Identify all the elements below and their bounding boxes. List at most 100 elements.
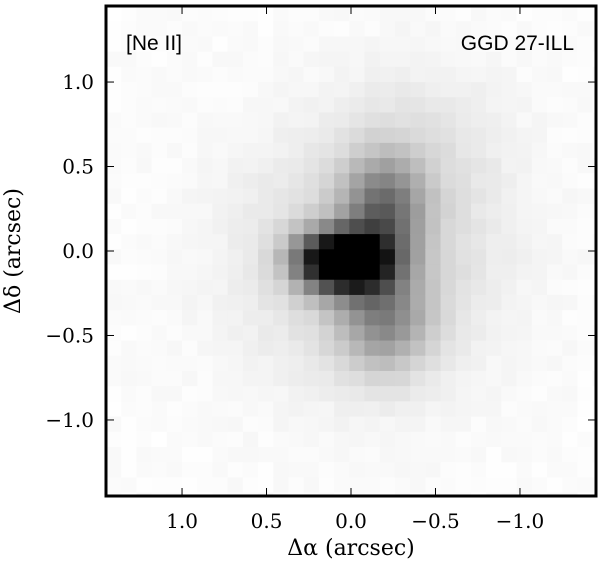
heatmap-cell (151, 66, 168, 83)
heatmap-cell (258, 66, 274, 83)
heatmap-cell (303, 310, 320, 326)
heatmap-cell (121, 340, 138, 357)
heatmap-cell (121, 310, 138, 326)
heatmap-cell (334, 142, 350, 159)
heatmap-cell (121, 97, 138, 114)
heatmap-cell (288, 355, 305, 372)
heatmap-cell (531, 386, 548, 402)
heatmap-cell (440, 188, 457, 205)
heatmap-cell (486, 416, 502, 433)
heatmap-cell (121, 6, 138, 22)
heatmap-cell (273, 447, 290, 463)
heatmap-cell (242, 127, 259, 144)
heatmap-cell (455, 36, 472, 53)
heatmap-cell (242, 142, 259, 159)
heatmap-cell (364, 492, 381, 496)
heatmap-cell (531, 82, 548, 98)
heatmap-cell (364, 142, 381, 159)
heatmap-cell (334, 355, 350, 372)
heatmap-cell (364, 386, 381, 402)
heatmap-cell (121, 188, 138, 205)
heatmap-cell (501, 401, 518, 418)
heatmap-cell (273, 82, 290, 98)
heatmap-cell (455, 310, 472, 326)
heatmap-cell (258, 370, 274, 387)
heatmap-cell (227, 97, 244, 114)
heatmap-cell (501, 416, 518, 433)
heatmap-cell (531, 431, 548, 448)
heatmap-cell (410, 477, 426, 494)
heatmap-cell (470, 370, 487, 387)
heatmap-cell (425, 492, 442, 496)
heatmap-cell (166, 82, 183, 98)
heatmap-cell (227, 188, 244, 205)
heatmap-cell (440, 218, 457, 235)
heatmap-cell (592, 431, 596, 448)
heatmap-cell (440, 492, 457, 496)
heatmap-cell (151, 249, 168, 266)
heatmap-cell (364, 234, 381, 250)
heatmap-cell (592, 325, 596, 342)
heatmap-cell (440, 203, 457, 220)
heatmap-cell (334, 82, 350, 98)
heatmap-cell (425, 142, 442, 159)
heatmap-cell (197, 355, 214, 372)
heatmap-cell (455, 477, 472, 494)
heatmap-cell (562, 36, 579, 53)
heatmap-cell (364, 188, 381, 205)
heatmap-cell (364, 325, 381, 342)
x-tick-label: −1.0 (496, 509, 545, 533)
heatmap-cell (334, 325, 350, 342)
heatmap-cell (577, 279, 594, 296)
heatmap-cell (470, 158, 487, 174)
heatmap-cell (303, 294, 320, 311)
heatmap-cell (334, 401, 350, 418)
x-tick-labels: 1.0 0.5 0.0 −0.5 −1.0 (166, 509, 544, 533)
heatmap-cell (516, 401, 533, 418)
heatmap-cell (242, 188, 259, 205)
heatmap-cell (349, 477, 366, 494)
heatmap-cell (121, 370, 138, 387)
heatmap-cell (197, 447, 214, 463)
heatmap-cell (364, 370, 381, 387)
heatmap-cell (212, 66, 229, 83)
heatmap-cell (547, 36, 563, 53)
heatmap-cell (258, 218, 274, 235)
heatmap-cell (212, 310, 229, 326)
heatmap-cell (501, 234, 518, 250)
heatmap-cell (197, 173, 214, 190)
heatmap-cell (212, 21, 229, 38)
heatmap-cell (455, 234, 472, 250)
heatmap-cell (258, 188, 274, 205)
heatmap-cell (531, 279, 548, 296)
heatmap-cell (394, 203, 411, 220)
heatmap-cell (303, 492, 320, 496)
heatmap-cell (364, 21, 381, 38)
heatmap-cell (303, 82, 320, 98)
heatmap-cell (197, 340, 214, 357)
heatmap-cell (182, 6, 198, 22)
heatmap-cell (455, 370, 472, 387)
heatmap-cell (273, 249, 290, 266)
heatmap-cell (166, 386, 183, 402)
heatmap-cell (273, 203, 290, 220)
heatmap-cell (410, 142, 426, 159)
y-tick-label: 0.5 (62, 155, 94, 179)
heatmap-cell (334, 158, 350, 174)
heatmap-cell (516, 36, 533, 53)
heatmap-cell (273, 370, 290, 387)
heatmap-cell (258, 142, 274, 159)
heatmap-cell (531, 401, 548, 418)
heatmap-cell (121, 218, 138, 235)
heatmap-cell (379, 447, 396, 463)
heatmap-cell (562, 6, 579, 22)
heatmap-cell (547, 173, 563, 190)
heatmap-cell (531, 370, 548, 387)
heatmap-cell (379, 294, 396, 311)
heatmap-cell (470, 294, 487, 311)
heatmap-cell (242, 279, 259, 296)
heatmap-cell (136, 370, 153, 387)
heatmap-cell (562, 249, 579, 266)
heatmap-cell (288, 477, 305, 494)
heatmap-cell (531, 158, 548, 174)
